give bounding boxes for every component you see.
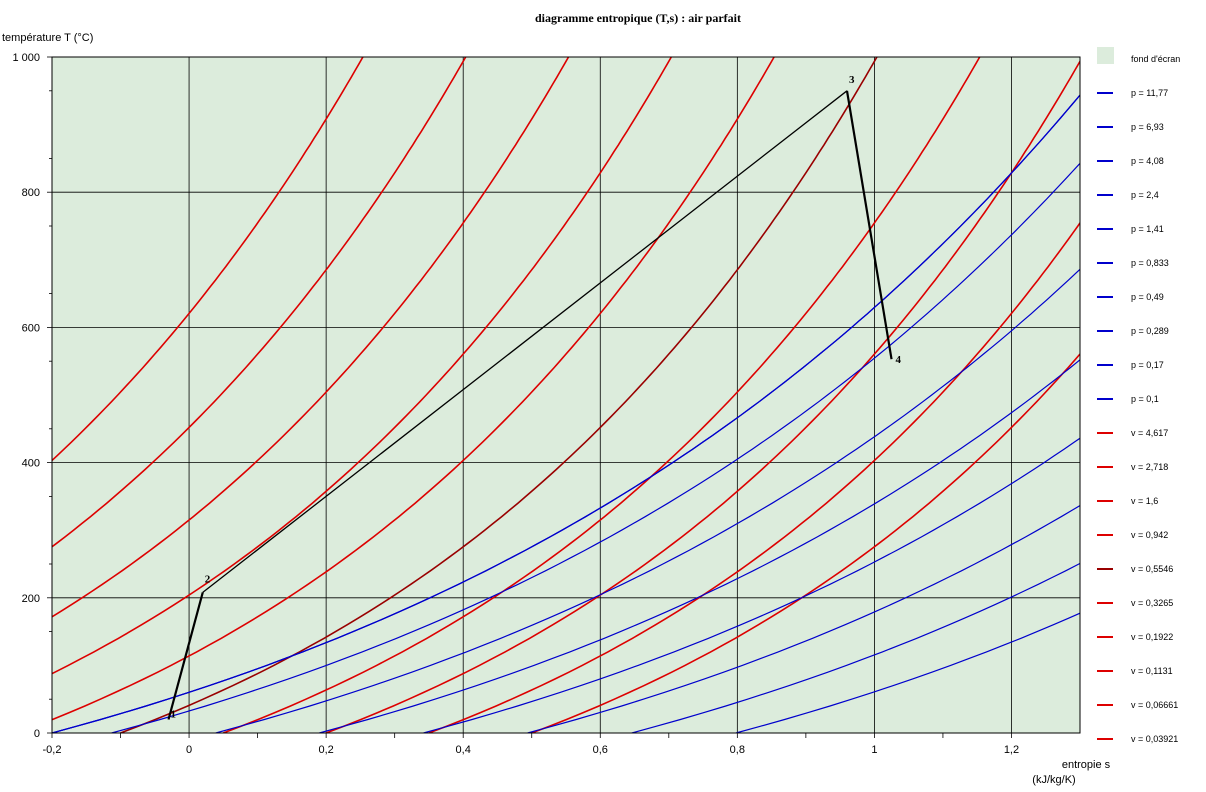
legend-label: v = 1,6 — [1131, 496, 1158, 506]
chart-title: diagramme entropique (T,s) : air parfait — [535, 11, 741, 25]
cycle-expansion — [845, 90, 893, 360]
legend-label: v = 0,3265 — [1131, 598, 1173, 608]
isobar-line — [111, 162, 1080, 733]
x-tick-label: 0,2 — [318, 744, 333, 756]
cycle-point-label: 4 — [896, 354, 902, 366]
isochore-line — [531, 352, 1080, 733]
legend-label: p = 0,289 — [1131, 326, 1169, 336]
isochore-line — [52, 57, 570, 618]
isochore-line — [223, 57, 981, 733]
cycle-point-label: 3 — [849, 74, 855, 86]
legend: fond d'écran p = 11,77 p = 6,93 p = 4,08 p =… — [1097, 47, 1180, 744]
x-tick-label: 0,4 — [456, 744, 471, 756]
legend-label: p = 0,1 — [1131, 394, 1159, 404]
isochore-line — [52, 57, 467, 548]
legend-label: v = 0,03921 — [1131, 734, 1178, 744]
legend-label: v = 0,1922 — [1131, 632, 1173, 642]
legend-label: p = 0,17 — [1131, 360, 1164, 370]
legend-label: v = 2,718 — [1131, 462, 1168, 472]
x-axis-title: entropie s — [1062, 759, 1111, 771]
legend-label: v = 4,617 — [1131, 428, 1168, 438]
isochore-line — [120, 57, 878, 733]
legend-swatch — [1097, 47, 1114, 64]
legend-label: p = 1,41 — [1131, 224, 1164, 234]
isobar-line — [527, 504, 1080, 733]
isobar-line — [52, 94, 1080, 733]
isobar-line — [215, 268, 1080, 733]
isobar-line — [423, 437, 1080, 733]
isobar-line — [319, 359, 1080, 733]
legend-label: p = 0,833 — [1131, 258, 1169, 268]
isochore-line — [52, 57, 775, 721]
y-axis-title: température T (°C) — [2, 32, 93, 44]
x-tick-label: 0,6 — [593, 744, 608, 756]
x-tick-label: -0,2 — [43, 744, 62, 756]
plot-background — [52, 57, 1080, 733]
y-tick-label: 200 — [22, 593, 40, 605]
y-tick-label: 600 — [22, 322, 40, 334]
x-tick-label: 1,2 — [1004, 744, 1019, 756]
cycle-heating — [202, 90, 848, 593]
isochore-line — [428, 221, 1080, 733]
legend-label: v = 0,5546 — [1131, 564, 1173, 574]
isochore-line — [325, 59, 1080, 733]
y-tick-label: 0 — [34, 728, 40, 740]
cycle: 1 2 3 4 — [167, 74, 902, 720]
cycle-compression — [167, 592, 204, 720]
plot-frame — [51, 56, 1081, 734]
legend-label: p = 4,08 — [1131, 156, 1164, 166]
y-tick-label: 400 — [22, 458, 40, 470]
isobar-line — [735, 612, 1080, 733]
x-tick-label: 0,8 — [730, 744, 745, 756]
isochore-line — [52, 57, 672, 675]
isobar-line — [631, 562, 1080, 733]
legend-label: fond d'écran — [1131, 54, 1180, 64]
x-tick-label: 0 — [186, 744, 192, 756]
legend-label: p = 6,93 — [1131, 122, 1164, 132]
legend-label: v = 0,1131 — [1131, 666, 1173, 676]
legend-label: p = 2,4 — [1131, 190, 1159, 200]
y-tick-label: 1 000 — [12, 52, 40, 64]
isochore-line — [52, 57, 364, 462]
cycle-point-label: 1 — [171, 708, 177, 720]
x-tick-label: 1 — [871, 744, 877, 756]
isochore-curves — [52, 57, 1080, 733]
legend-label: v = 0,942 — [1131, 530, 1168, 540]
legend-label: p = 0,49 — [1131, 292, 1164, 302]
isobar-curves — [52, 94, 1080, 733]
y-tick-label: 800 — [22, 187, 40, 199]
x-axis-unit: (kJ/kg/K) — [1032, 774, 1075, 786]
legend-label: p = 11,77 — [1131, 88, 1168, 98]
legend-label: v = 0,06661 — [1131, 700, 1178, 710]
cycle-point-label: 2 — [205, 573, 211, 585]
